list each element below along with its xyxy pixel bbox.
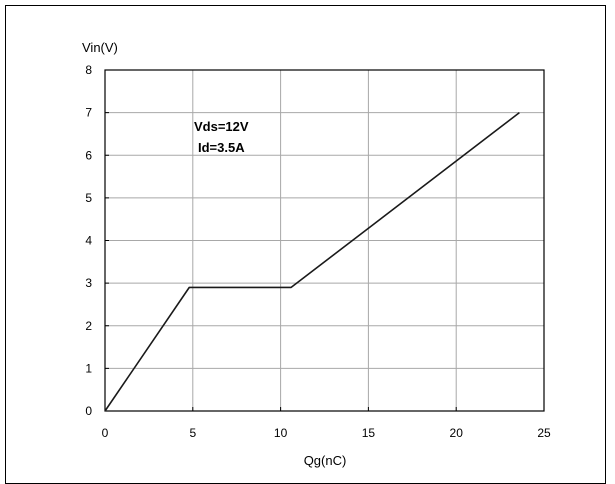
series-line-0 bbox=[104, 111, 520, 412]
x-axis-title: Qg(nC) bbox=[304, 453, 347, 468]
x-tick-label-10: 10 bbox=[274, 426, 288, 440]
y-tick-label-6: 6 bbox=[85, 148, 92, 162]
y-tick-label-8: 8 bbox=[85, 63, 92, 77]
y-tick-label-2: 2 bbox=[85, 319, 92, 333]
y-tick-label-3: 3 bbox=[85, 276, 92, 290]
grid bbox=[105, 70, 544, 411]
x-tick-label-5: 5 bbox=[189, 426, 196, 440]
y-tick-label-7: 7 bbox=[85, 106, 92, 120]
y-tick-label-0: 0 bbox=[85, 404, 92, 418]
annotation-id: Id=3.5A bbox=[198, 140, 245, 155]
y-tick-label-1: 1 bbox=[85, 361, 92, 375]
x-tick-label-15: 15 bbox=[362, 426, 376, 440]
y-tick-label-4: 4 bbox=[85, 234, 92, 248]
x-tick-label-0: 0 bbox=[102, 426, 109, 440]
tick-labels: 0 5 10 15 20 25 0 1 2 3 4 5 6 7 8 bbox=[85, 63, 551, 440]
x-tick-label-20: 20 bbox=[450, 426, 464, 440]
y-axis-title: Vin(V) bbox=[82, 40, 118, 55]
x-tick-label-25: 25 bbox=[537, 426, 551, 440]
series bbox=[104, 111, 520, 412]
y-tick-label-5: 5 bbox=[85, 191, 92, 205]
annotation-vds: Vds=12V bbox=[194, 119, 249, 134]
